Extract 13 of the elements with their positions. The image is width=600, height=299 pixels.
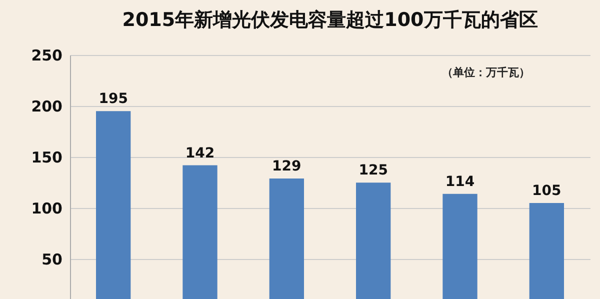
data-label: 114 (445, 174, 475, 190)
data-label: 142 (185, 145, 215, 162)
y-tick-label: 150 (31, 148, 62, 167)
annotation: （单位：万千瓦） (442, 66, 530, 79)
y-tick-label: 250 (31, 46, 62, 64)
data-label: 129 (272, 158, 302, 175)
y-tick-label: 200 (31, 98, 62, 116)
data-label: 195 (98, 91, 128, 108)
y-tick-label: 100 (31, 200, 62, 218)
chart-title: 2015年新增光伏发电容量超过100万千瓦的省区 (122, 9, 538, 31)
y-tick-label: 50 (42, 250, 62, 269)
data-label: 105 (532, 183, 562, 200)
data-label: 125 (358, 162, 388, 179)
